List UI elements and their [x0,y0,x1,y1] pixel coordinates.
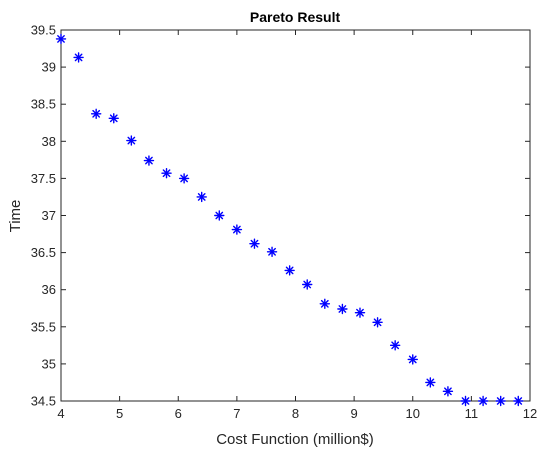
axes-frame [60,29,531,402]
y-tick-label: 38 [42,134,56,149]
data-point [126,135,137,146]
data-point [90,108,102,120]
data-point [337,303,348,315]
data-point [319,298,331,309]
data-point [231,224,243,235]
data-point [407,354,418,365]
data-point [495,395,506,407]
x-tick-label: 4 [57,406,64,421]
data-point [460,395,471,407]
x-tick-label: 9 [351,406,358,421]
x-tick-label: 8 [292,406,299,421]
data-point [354,307,366,318]
data-point [302,279,313,290]
data-point [55,33,67,45]
data-point [108,113,119,124]
data-point [284,265,295,276]
y-tick-label: 38.5 [31,97,56,112]
x-tick-label: 11 [465,406,479,421]
x-tick-label: 12 [523,406,537,421]
y-ticks: 34.5 35 35.5 36 36.5 37 37.5 38 38.5 39 39.5 [31,23,530,409]
y-tick-label: 36 [42,282,56,297]
data-point [389,340,401,351]
data-point [143,155,155,166]
data-point [372,317,383,328]
y-tick-label: 34.5 [31,394,56,409]
y-tick-label: 37 [42,208,56,223]
data-point [425,377,436,388]
y-tick-label: 39 [42,60,56,75]
data-point [249,238,260,249]
y-tick-label: 35.5 [31,319,56,334]
x-axis-title: Cost Function (million$) [216,431,374,448]
data-points [55,33,524,407]
data-point [266,246,278,258]
x-tick-label: 5 [116,406,123,421]
x-tick-label: 7 [233,406,240,421]
data-point [73,52,84,63]
data-point [196,191,207,203]
data-point [477,395,489,407]
data-point [178,173,190,184]
x-tick-label: 10 [406,406,420,421]
y-axis-title: Time [7,200,24,233]
data-point [161,168,172,179]
axes-box [60,29,531,402]
y-tick-label: 37.5 [31,171,56,186]
data-point [442,386,454,397]
y-tick-label: 39.5 [31,23,56,38]
chart-title: Pareto Result [250,9,341,25]
y-tick-label: 35 [42,356,56,371]
x-tick-label: 6 [175,406,182,421]
data-point [214,210,225,221]
x-ticks: 4 5 6 7 8 9 10 11 12 [57,30,537,421]
y-tick-label: 36.5 [31,245,56,260]
data-point [513,395,524,407]
